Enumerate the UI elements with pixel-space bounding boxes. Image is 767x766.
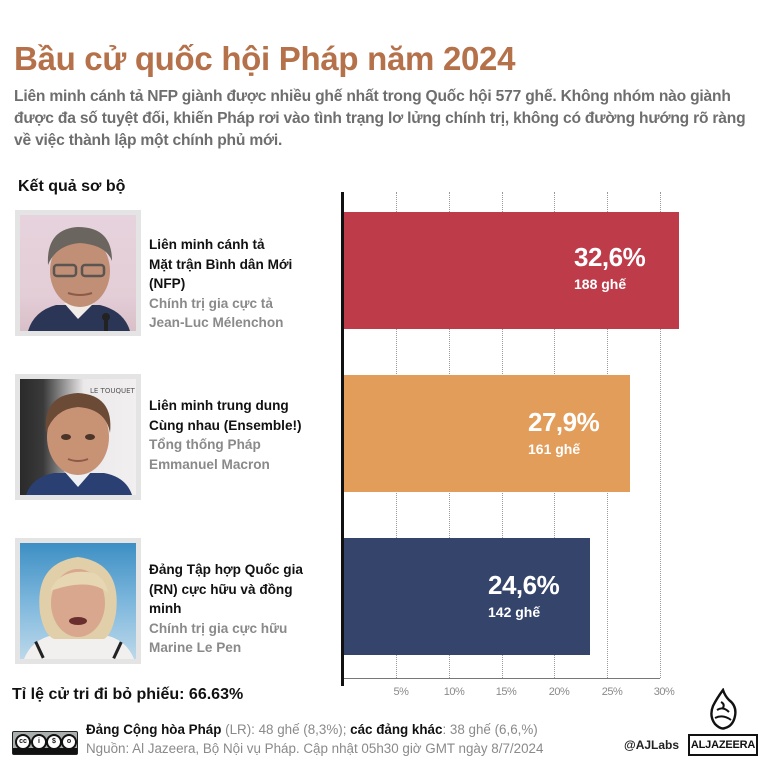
party-nfp: Liên minh cánh tả Mặt trận Bình dân Mới …: [15, 210, 335, 338]
party-name: minh: [149, 601, 182, 616]
turnout-label: Tỉ lệ cử tri đi bỏ phiếu: 66.63%: [12, 686, 244, 703]
other-parties-name: các đảng khác: [350, 722, 443, 737]
bar-chart: 32,6% 188 ghế 27,9% 161 ghế 24,6% 142 gh…: [341, 192, 679, 698]
section-label: Kết quả sơ bộ: [18, 178, 126, 195]
party-text: Liên minh cánh tả Mặt trận Bình dân Mới …: [149, 235, 292, 333]
party-leader-name: Marine Le Pen: [149, 640, 242, 655]
party-name: (RN) cực hữu và đồng: [149, 581, 293, 597]
party-name: Đảng Tập hợp Quốc gia: [149, 562, 303, 577]
bar-seats: 161 ghế: [528, 441, 581, 457]
other-parties-detail: : 38 ghế (6,6,%): [442, 722, 538, 737]
source-note: Nguồn: Al Jazeera, Bộ Nội vụ Pháp. Cập n…: [86, 741, 544, 756]
party-name: Liên minh trung dung: [149, 398, 289, 413]
party-name: Cùng nhau (Ensemble!): [149, 417, 302, 433]
creative-commons-license-icon: cc i $ o: [12, 731, 78, 755]
x-tick: 25%: [601, 686, 623, 698]
aljazeera-logo-icon: [710, 688, 737, 730]
bar-label: 27,9% 161 ghế: [528, 407, 600, 459]
chart-title: Bầu cử quốc hội Pháp năm 2024: [14, 40, 516, 77]
lr-party-name: Đảng Cộng hòa Pháp: [86, 722, 222, 737]
party-leader-role: Tổng thống Pháp: [149, 437, 261, 452]
gridline-30: [660, 192, 661, 678]
y-axis: [341, 192, 344, 686]
party-text: Liên minh trung dung Cùng nhau (Ensemble…: [149, 396, 302, 474]
party-name: Mặt trận Bình dân Mới: [149, 256, 293, 272]
bar-percent: 32,6%: [574, 242, 646, 272]
aljazeera-wordmark: ALJAZEERA: [688, 734, 758, 756]
bar-ensemble: 27,9% 161 ghế: [344, 375, 630, 492]
x-tick: 10%: [443, 686, 465, 698]
party-text: Đảng Tập hợp Quốc gia (RN) cực hữu và đồ…: [149, 560, 303, 658]
jean-luc-melenchon-photo: [15, 210, 141, 336]
x-tick: 20%: [548, 686, 570, 698]
ajlabs-handle: @AJLabs: [624, 738, 680, 752]
party-leader-name: Jean-Luc Mélenchon: [149, 315, 284, 330]
x-tick: 15%: [495, 686, 517, 698]
bar-label: 24,6% 142 ghế: [488, 570, 560, 622]
chart-subtitle: Liên minh cánh tả NFP giành được nhiều g…: [14, 88, 746, 149]
party-name: Liên minh cánh tả: [149, 237, 265, 252]
bar-rn: 24,6% 142 ghế: [344, 538, 590, 655]
x-tick: 30%: [653, 686, 675, 698]
party-name: (NFP): [149, 276, 186, 291]
bar-nfp: 32,6% 188 ghế: [344, 212, 679, 329]
bar-percent: 24,6%: [488, 570, 560, 600]
lr-party-detail: (LR): 48 ghế (8,3%);: [221, 722, 351, 737]
bar-seats: 188 ghế: [574, 276, 627, 292]
party-ensemble: LE TOUQUET Liên minh trung dung Cùng nha…: [15, 374, 335, 502]
party-rn: Đảng Tập hợp Quốc gia (RN) cực hữu và đồ…: [15, 538, 335, 666]
bar-percent: 27,9%: [528, 407, 600, 437]
svg-text:LE TOUQUET: LE TOUQUET: [90, 387, 136, 395]
x-tick: 5%: [393, 686, 409, 698]
bar-label: 32,6% 188 ghế: [574, 242, 646, 294]
party-leader-role: Chính trị gia cực tả: [149, 295, 273, 311]
party-leader-name: Emmanuel Macron: [149, 456, 270, 472]
bar-seats: 142 ghế: [488, 604, 541, 620]
emmanuel-macron-photo: LE TOUQUET: [15, 374, 141, 500]
party-leader-role: Chính trị gia cực hữu: [149, 620, 288, 636]
marine-le-pen-photo: [15, 538, 141, 664]
footnote-other-parties: Đảng Cộng hòa Pháp (LR): 48 ghế (8,3%); …: [86, 722, 538, 737]
x-axis: [344, 678, 660, 679]
